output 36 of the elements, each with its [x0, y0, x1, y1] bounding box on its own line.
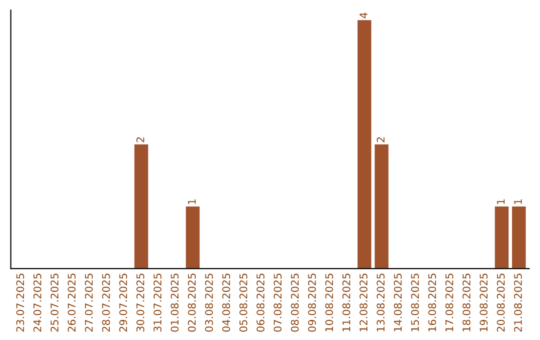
x-tick-label: 13.08.2025 [376, 274, 385, 332]
data-label: 4 [360, 12, 368, 18]
x-tick-label: 14.08.2025 [394, 274, 402, 332]
x-tick-label: 03.08.2025 [205, 274, 213, 332]
x-tick-label: 25.07.2025 [50, 274, 58, 332]
x-tick-label: 30.07.2025 [136, 274, 144, 332]
x-tick-label: 24.07.2025 [33, 274, 42, 332]
data-label: 1 [497, 199, 505, 204]
x-tick-label: 08.08.2025 [290, 274, 299, 332]
x-tick-label: 10.08.2025 [325, 274, 334, 332]
x-tick-label: 17.08.2025 [445, 274, 454, 332]
x-tick-label: 18.08.2025 [462, 274, 470, 332]
data-label: 2 [136, 137, 144, 142]
x-tick-label: 11.08.2025 [342, 274, 350, 332]
x-tick-label: 02.08.2025 [188, 274, 196, 332]
data-label: 2 [376, 137, 384, 142]
x-tick-label: 16.08.2025 [428, 274, 436, 332]
x-tick-label: 27.07.2025 [84, 274, 93, 332]
x-tick-label: 07.08.2025 [274, 274, 282, 332]
x-tick-label: 15.08.2025 [411, 274, 419, 332]
x-tick-label: 09.08.2025 [308, 274, 316, 332]
x-tick-label: 31.07.2025 [154, 274, 162, 332]
x-tick-label: 29.07.2025 [119, 274, 128, 332]
x-tick-label: 26.07.2025 [68, 274, 76, 332]
x-tick-label: 06.08.2025 [256, 274, 264, 332]
data-label: 1 [514, 199, 522, 204]
data-label: 1 [188, 199, 196, 204]
x-tick-label: 19.08.2025 [480, 274, 488, 332]
x-tick-label: 04.08.2025 [222, 274, 230, 332]
x-tick-label: 05.08.2025 [239, 274, 248, 332]
x-tick-label: 28.07.2025 [102, 274, 110, 332]
x-tick-label: 20.08.2025 [496, 274, 505, 332]
x-tick-label: 21.08.2025 [514, 274, 522, 332]
x-tick-label: 12.08.2025 [360, 274, 368, 332]
x-tick-label: 01.08.2025 [170, 274, 179, 332]
x-tick-label: 23.07.2025 [16, 274, 24, 332]
